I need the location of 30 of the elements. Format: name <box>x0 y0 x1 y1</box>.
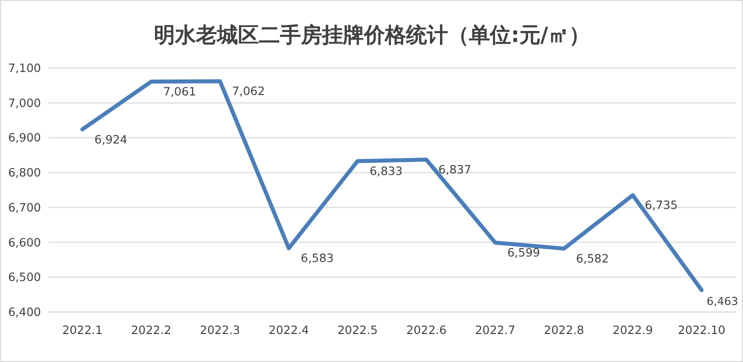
data-label: 7,062 <box>232 84 265 98</box>
y-tick-label: 6,600 <box>8 235 41 250</box>
x-tick-label: 2022.5 <box>337 323 378 337</box>
x-tick-label: 2022.6 <box>406 323 447 337</box>
y-tick-label: 6,400 <box>8 305 41 319</box>
x-tick-label: 2022.4 <box>268 323 309 337</box>
x-tick-label: 2022.7 <box>475 323 516 337</box>
x-tick-label: 2022.8 <box>544 323 584 337</box>
data-label: 6,583 <box>300 251 334 266</box>
x-tick-label: 2022.9 <box>612 323 653 337</box>
data-label: 6,837 <box>438 162 472 177</box>
y-tick-label: 6,900 <box>8 130 41 145</box>
y-tick-label: 6,800 <box>8 166 41 180</box>
y-tick-label: 7,100 <box>8 61 41 75</box>
data-label: 6,599 <box>507 246 540 260</box>
line-series <box>80 79 704 292</box>
data-label: 6,582 <box>576 252 609 266</box>
x-tick-label: 2022.10 <box>678 323 726 337</box>
data-label: 6,463 <box>706 295 738 308</box>
data-label: 6,924 <box>94 132 128 146</box>
y-tick-label: 6,500 <box>8 270 41 284</box>
x-tick-label: 2022.2 <box>131 323 172 337</box>
data-label: 7,061 <box>163 84 196 99</box>
y-tick-label: 6,700 <box>8 200 41 214</box>
data-label: 6,735 <box>644 198 678 212</box>
y-tick-label: 7,000 <box>8 96 41 110</box>
chart-title: 明水老城区二手房挂牌价格统计（单位:元/㎡） <box>154 23 590 47</box>
x-tick-label: 2022.1 <box>62 323 103 337</box>
data-label: 6,833 <box>370 164 403 178</box>
x-tick-label: 2022.3 <box>200 323 240 337</box>
